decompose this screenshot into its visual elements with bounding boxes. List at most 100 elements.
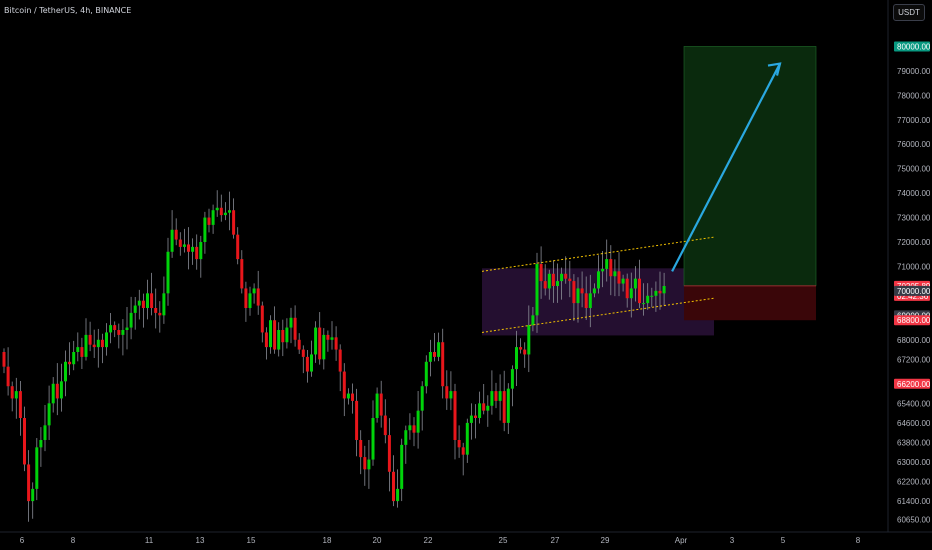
candle-body	[219, 207, 223, 216]
time-tick-label: 5	[781, 536, 786, 545]
candle-body	[137, 300, 141, 306]
candle-body	[105, 332, 108, 348]
candle-body	[154, 308, 158, 313]
candle-body	[539, 264, 543, 282]
candle-body	[498, 391, 502, 401]
candle-body	[338, 349, 342, 372]
candle-body	[23, 418, 26, 465]
time-tick-label: 22	[424, 536, 433, 545]
candle-body	[457, 440, 461, 448]
candle-body	[297, 339, 301, 350]
candle-body	[240, 259, 244, 289]
candle-body	[43, 425, 47, 440]
candle-body	[351, 393, 354, 401]
time-tick-label: 18	[323, 536, 332, 545]
candle-body	[551, 273, 555, 286]
price-tick-label: 77000.00	[897, 116, 931, 125]
candle-body	[564, 273, 568, 279]
time-tick-label: 20	[373, 536, 382, 545]
candle-body	[264, 332, 268, 348]
candle-body	[404, 430, 408, 445]
candle-body	[556, 281, 559, 286]
candle-body	[64, 361, 67, 382]
candle-body	[174, 229, 178, 240]
candle-body	[121, 330, 125, 335]
candle-body	[269, 320, 272, 348]
candle-body	[31, 488, 35, 502]
candle-body	[158, 312, 162, 316]
candle-body	[146, 293, 149, 308]
candle-body	[461, 447, 465, 455]
candle-body	[129, 312, 133, 328]
price-tick-label: 74000.00	[897, 189, 931, 198]
candle-body	[654, 290, 658, 296]
candle-body	[195, 246, 199, 260]
candle-body	[601, 268, 605, 272]
candle-body	[293, 317, 297, 340]
candle-body	[531, 315, 535, 326]
candle-body	[428, 352, 432, 362]
candle-body	[424, 361, 428, 387]
candle-body	[474, 415, 477, 418]
candle-body	[646, 295, 650, 304]
countdown-label: 02:42:36	[897, 292, 929, 301]
price-tag	[894, 315, 930, 326]
candle-body	[625, 278, 629, 299]
candle-body	[88, 334, 92, 345]
price-tick-label: 63000.00	[897, 458, 931, 467]
candle-body	[211, 210, 215, 225]
candle-body	[642, 303, 646, 305]
time-tick-label: 11	[145, 536, 154, 545]
price-tick-label: 62200.00	[897, 478, 931, 487]
candle-body	[437, 342, 441, 357]
price-tag	[894, 41, 930, 52]
time-tick-label: 3	[730, 536, 735, 545]
candle-body	[322, 334, 326, 360]
time-tick-label: 6	[20, 536, 25, 545]
candle-body	[433, 352, 436, 357]
candle-body	[453, 391, 457, 440]
candle-body	[207, 217, 211, 225]
time-tick-label: 15	[247, 536, 256, 545]
candle-body	[547, 273, 551, 289]
candle-body	[420, 386, 424, 411]
channel-overlay	[481, 62, 782, 333]
candle-body	[490, 391, 494, 406]
candle-body	[650, 295, 654, 297]
candle-body	[515, 347, 518, 370]
candle-body	[486, 405, 490, 411]
price-tick-label: 68000.00	[897, 336, 931, 345]
time-tick-label: Apr	[675, 536, 688, 545]
candle-body	[609, 259, 613, 277]
candle-body	[523, 349, 527, 355]
candle-body	[482, 403, 486, 411]
candle-body	[465, 422, 469, 455]
candle-body	[117, 330, 121, 335]
projection-zones	[482, 46, 817, 336]
candle-body	[248, 293, 252, 308]
candle-body	[527, 325, 531, 355]
price-tick-label: 61400.00	[897, 497, 931, 506]
currency-button[interactable]: USDT	[893, 4, 925, 21]
candle-body	[568, 278, 572, 282]
candle-body	[113, 325, 117, 330]
candle-body	[662, 286, 666, 294]
candle-body	[342, 371, 346, 399]
candle-body	[14, 391, 18, 399]
candle-body	[383, 415, 387, 436]
candle-body	[535, 264, 539, 316]
time-tick-label: 8	[71, 536, 76, 545]
candle-body	[252, 288, 256, 294]
price-tag-label: 80000.00	[897, 42, 931, 51]
price-tick-label: 63800.00	[897, 438, 931, 447]
price-tick-label: 67200.00	[897, 355, 931, 364]
channel-lower-line	[481, 297, 715, 333]
candle-body	[141, 300, 145, 308]
stop-zone	[684, 285, 816, 321]
candle-body	[199, 242, 203, 260]
candle-body	[6, 366, 10, 387]
price-tick-label: 75000.00	[897, 165, 931, 174]
candle-body	[326, 334, 330, 340]
